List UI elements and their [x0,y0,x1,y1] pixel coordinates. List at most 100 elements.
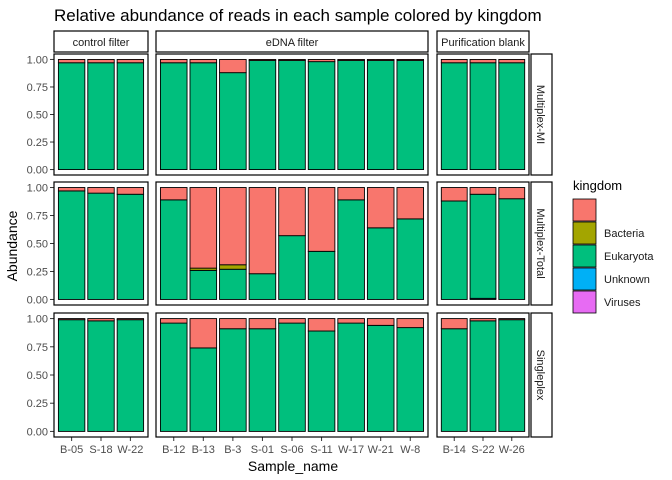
bar-multiplex-total-w-21-eukaryota [366,227,395,300]
strip-purification-blank [436,30,530,53]
bar-multiplex-mi-b-14-na [440,58,468,64]
bar-multiplex-total-s-06-eukaryota [278,235,306,300]
bar-singleplex-b-12-na [159,318,188,324]
bar-multiplex-mi-b-13-na [189,58,218,64]
bar-multiplex-total-b-13-eukaryota [189,269,218,300]
x-tick-label-s-01: S-01 [251,444,274,456]
bar-singleplex-w-17-na [337,318,365,324]
bar-multiplex-mi-w-17-na [337,58,365,61]
y-tick-label: 0.00 [27,294,48,306]
bar-singleplex-b-13-na [189,318,218,349]
legend-swatch-na [572,198,597,222]
bar-singleplex-s-18-eukaryota [87,320,115,432]
bar-multiplex-total-b-14-na [440,187,468,202]
bar-singleplex-b-12-eukaryota [159,322,188,432]
bar-multiplex-mi-s-06-na [278,58,306,61]
bar-singleplex-b-13-eukaryota [189,347,218,432]
bar-multiplex-mi-s-11-na [307,58,336,63]
bar-multiplex-mi-s-18-na [87,58,115,64]
bar-singleplex-w-21-eukaryota [366,324,395,432]
x-tick-label-b-13: B-13 [192,444,215,456]
bar-singleplex-b-05-eukaryota [57,319,86,432]
bar-singleplex-s-22-eukaryota [469,320,497,432]
legend-swatch-bacteria [572,221,597,245]
bar-multiplex-mi-w-26-na [498,58,526,64]
strip-label-singleplex: Singleplex [534,350,546,401]
bar-singleplex-w-17-eukaryota [337,322,365,432]
legend-swatch-viruses [572,290,597,314]
chart-title: Relative abundance of reads in each samp… [54,6,542,25]
bar-multiplex-total-s-18-eukaryota [87,192,115,300]
bar-multiplex-total-b-3-eukaryota [219,268,247,300]
legend-label-eukaryota: Eukaryota [604,251,654,263]
x-tick-label-w-22: W-22 [117,444,143,456]
legend: kingdom Bacteria Eukaryota Unknown Viruses [572,178,654,314]
bar-multiplex-mi-w-21-na [366,58,395,61]
bar-multiplex-mi-s-22-eukaryota [469,62,497,171]
x-tick-label-s-18: S-18 [89,444,112,456]
panel-border [436,181,530,306]
legend-swatch-unknown [572,267,597,291]
y-tick-label: 1.00 [27,183,48,195]
y-tick-label: 0.75 [27,82,48,94]
bar-singleplex-b-3-eukaryota [219,328,247,432]
bar-multiplex-mi-w-22-na [116,58,145,64]
panel-border [155,312,429,438]
strip-label-edna-filter: eDNA filter [266,37,319,49]
bar-multiplex-total-b-05-na [57,187,86,192]
bar-singleplex-w-26-eukaryota [498,319,526,432]
strip-label-control-filter: control filter [73,37,130,49]
bar-singleplex-s-01-na [248,318,277,330]
y-tick-label: 0.25 [27,137,48,149]
legend-swatch-eukaryota [572,244,597,268]
y-tick-label: 1.00 [27,54,48,66]
bar-multiplex-mi-s-06-eukaryota [278,60,306,171]
bar-multiplex-mi-w-17-eukaryota [337,60,365,171]
y-tick-label: 0.75 [27,211,48,223]
bar-singleplex-b-3-na [219,318,247,330]
bar-multiplex-total-b-3-bacteria [219,264,247,270]
bar-multiplex-total-s-01-eukaryota [248,273,277,300]
strip-control-filter [53,30,149,53]
panel-border [53,181,149,306]
y-tick-label: 0.50 [27,370,48,382]
bar-multiplex-mi-b-12-na [159,58,188,64]
strip-label-multiplex-mi: Multiplex-MI [534,85,546,144]
y-tick-label: 0.50 [27,110,48,122]
x-tick-label-s-06: S-06 [280,444,303,456]
bar-multiplex-total-b-12-eukaryota [159,199,188,300]
bar-multiplex-total-b-05-eukaryota [57,190,86,300]
bar-multiplex-mi-s-11-eukaryota [307,61,336,171]
bar-multiplex-total-w-26-eukaryota [498,198,526,300]
legend-label-bacteria: Bacteria [604,228,645,240]
bar-multiplex-total-b-13-na [189,187,218,269]
bar-multiplex-mi-s-01-na [248,58,277,61]
bar-multiplex-mi-b-05-eukaryota [57,62,86,171]
bar-multiplex-total-s-11-eukaryota [307,250,336,300]
strip-multiplex-mi [530,53,553,176]
bar-singleplex-b-14-eukaryota [440,328,468,432]
legend-label-unknown: Unknown [604,274,650,286]
strip-label-purification-blank: Purification blank [441,37,525,49]
bar-multiplex-mi-w-21-eukaryota [366,60,395,171]
x-tick-label-w-21: W-21 [368,444,394,456]
y-tick-label: 0.50 [27,239,48,251]
bar-multiplex-total-s-22-eukaryota [469,193,497,299]
x-tick-label-b-12: B-12 [162,444,185,456]
strip-singleplex [530,312,553,438]
x-tick-label-b-05: B-05 [60,444,83,456]
bar-multiplex-total-w-26-na [498,187,526,200]
y-tick-label: 0.00 [27,165,48,177]
bar-multiplex-total-w-22-na [116,187,145,195]
x-tick-label-w-8: W-8 [400,444,420,456]
bar-multiplex-total-b-12-na [159,187,188,201]
bar-multiplex-total-w-21-na [366,187,395,229]
panel-border [155,53,429,176]
x-axis-title: Sample_name [248,458,338,474]
bar-singleplex-w-8-eukaryota [396,327,425,432]
y-tick-label: 1.00 [27,314,48,326]
bar-multiplex-total-s-18-na [87,187,115,194]
y-tick-label: 0.25 [27,266,48,278]
bar-singleplex-s-01-eukaryota [248,328,277,432]
